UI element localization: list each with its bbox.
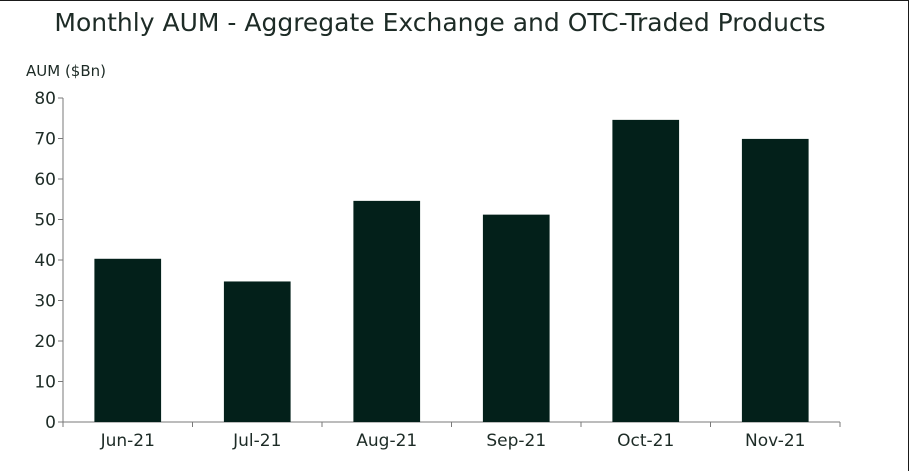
- y-tick-label: 50: [34, 211, 56, 231]
- y-tick-label: 70: [34, 130, 56, 150]
- x-tick-label: Jun-21: [100, 431, 155, 451]
- x-axis: Jun-21 Jul-21 Aug-21 Sep-21 Oct-21 Nov-21: [62, 421, 841, 451]
- x-tick-label: Oct-21: [617, 431, 674, 451]
- bar-aug-21: [353, 200, 421, 422]
- bar-nov-21: [741, 138, 809, 422]
- x-tick-label: Nov-21: [745, 431, 806, 451]
- bar-jul-21: [223, 281, 291, 422]
- bar-jun-21: [94, 258, 162, 422]
- y-axis: 0 10 20 30 40 50 60 70 80: [34, 89, 64, 433]
- bars: [94, 119, 809, 423]
- y-tick-label: 0: [45, 413, 56, 433]
- x-tick-label: Aug-21: [356, 431, 417, 451]
- y-axis-label: AUM ($Bn): [26, 62, 106, 80]
- y-tick-label: 10: [34, 373, 56, 393]
- y-tick-label: 80: [34, 89, 56, 109]
- x-tick-label: Jul-21: [232, 431, 281, 451]
- bar-sep-21: [482, 214, 550, 422]
- x-tick-label: Sep-21: [486, 431, 546, 451]
- y-tick-label: 20: [34, 332, 56, 352]
- y-tick-label: 40: [34, 251, 56, 271]
- y-tick-label: 30: [34, 292, 56, 312]
- y-tick-label: 60: [34, 170, 56, 190]
- bar-oct-21: [612, 119, 680, 423]
- chart-title: Monthly AUM - Aggregate Exchange and OTC…: [54, 8, 826, 37]
